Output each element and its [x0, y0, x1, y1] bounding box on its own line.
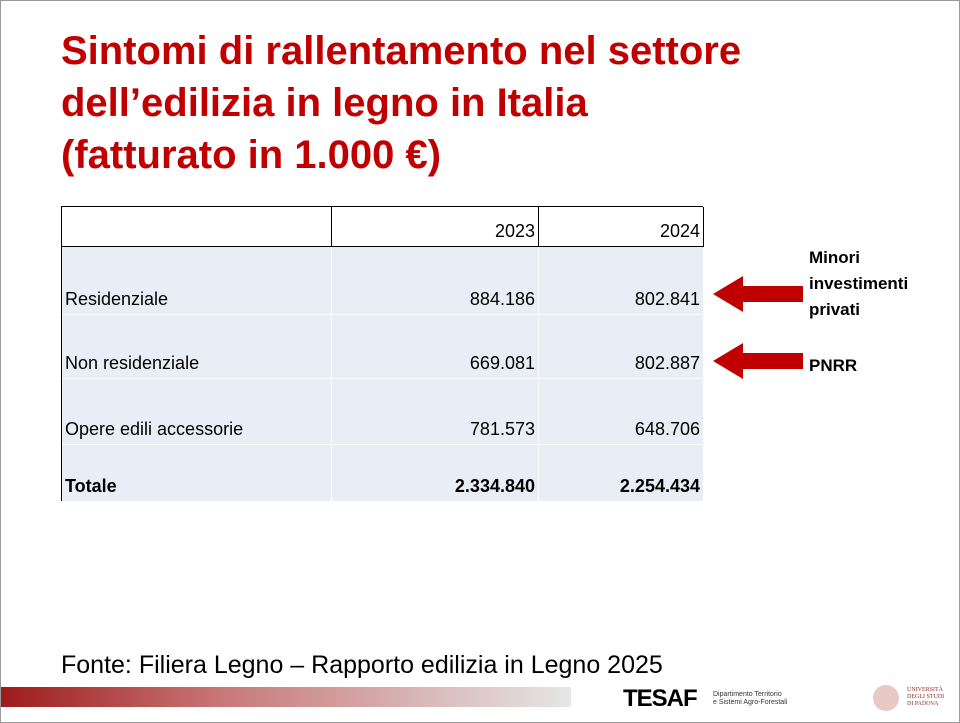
arrow — [713, 276, 803, 312]
department: Dipartimento Territorio e Sistemi Agro-F… — [713, 691, 787, 707]
table-cell: Residenziale — [62, 247, 332, 315]
table-cell: 884.186 — [332, 247, 539, 315]
footer-bar — [1, 687, 571, 707]
table-cell: 781.573 — [332, 379, 539, 445]
table-cell: 669.081 — [332, 315, 539, 379]
table-cell: 2.254.434 — [539, 445, 704, 502]
source: Fonte: Filiera Legno – Rapporto edilizia… — [61, 651, 663, 679]
table-cell: 2023 — [332, 207, 539, 247]
title-line: dell’edilizia in legno in Italia — [61, 81, 588, 125]
table-cell: Opere edili accessorie — [62, 379, 332, 445]
table: 2023 2024 Residenziale 884.186 802.841 Non re… — [61, 206, 704, 502]
department-line: Dipartimento Territorio — [713, 691, 782, 698]
logo: TESAF — [623, 685, 698, 712]
university: Università degli Studi di Padova — [907, 687, 944, 708]
seal — [873, 685, 899, 711]
annotation: Minori investimenti privati — [809, 245, 908, 323]
table-cell: Totale — [62, 445, 332, 502]
annotation-line: Minori — [809, 248, 860, 267]
annotation-line: investimenti — [809, 274, 909, 293]
university-line: degli Studi — [907, 694, 945, 700]
annotation-line: privati — [809, 300, 861, 319]
arrows — [713, 276, 803, 379]
annotation: PNRR — [809, 356, 858, 375]
table-cell: 2024 — [539, 207, 704, 247]
table-cell: 802.841 — [539, 247, 704, 315]
table-cell: Non residenziale — [62, 315, 332, 379]
arrow — [713, 343, 803, 379]
department-line: e Sistemi Agro-Forestali — [713, 699, 788, 706]
university-line: di Padova — [907, 701, 939, 707]
table-cell: 648.706 — [539, 379, 704, 445]
title-line: Sintomi di rallentamento nel settore — [61, 29, 742, 73]
title-line: (fatturato in 1.000 €) — [61, 133, 442, 177]
table-cell — [62, 207, 332, 247]
table-cell: 802.887 — [539, 315, 704, 379]
university-line: Università — [907, 687, 943, 693]
table-cell: 2.334.840 — [332, 445, 539, 502]
